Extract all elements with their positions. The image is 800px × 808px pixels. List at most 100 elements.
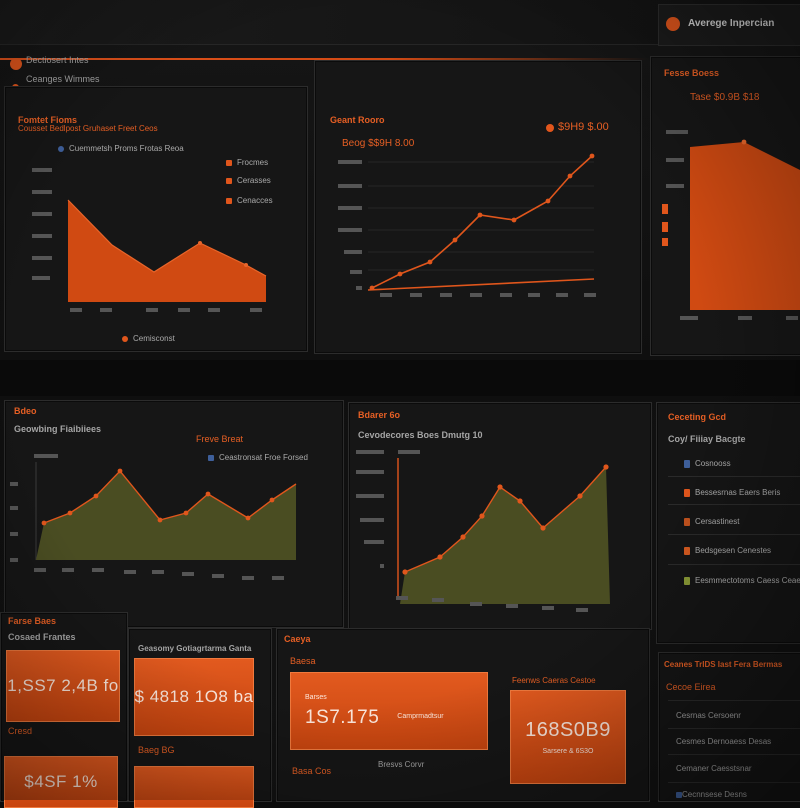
legend-swatch-icon — [684, 488, 690, 497]
tick-label — [380, 564, 384, 568]
x-tick-label — [576, 608, 588, 612]
panel-b-subtitle: Beog $$9H 8.00 — [342, 138, 415, 149]
list-right-item-1: Cesrnas Cersoenr — [676, 711, 741, 720]
line-point — [402, 569, 408, 575]
x-tick-label — [272, 576, 284, 580]
row-divider — [0, 360, 800, 396]
panel-f-title: Ceceting Gcd — [668, 412, 727, 422]
x-tick-label — [208, 308, 220, 312]
tick-label — [32, 234, 52, 238]
x-tick-label — [100, 308, 112, 312]
legend-swatch-icon — [58, 145, 64, 152]
kpi-left-tile-2-value: $4SF 1% — [24, 772, 98, 791]
kpi-center-subtitle: Baesa — [290, 656, 316, 666]
x-tick-label — [178, 308, 190, 312]
kpi-center-label-3: Bresvs Corvr — [378, 760, 425, 769]
line-point — [589, 153, 595, 159]
legend-swatch-icon — [684, 576, 690, 585]
panel-d-orange-label: Freve Breat — [196, 434, 244, 444]
panel-d-legend-label: Ceastronsat Froe Forsed — [219, 453, 308, 462]
x-tick-label — [34, 568, 46, 572]
x-tick-label — [410, 293, 422, 297]
panel-d-legend: Ceastronsat Froe Forsed — [208, 453, 308, 462]
x-tick-label — [680, 316, 698, 320]
section-subtitle-1: Dectiosert Intes — [26, 55, 89, 65]
divider — [668, 504, 800, 505]
line-point — [427, 259, 433, 265]
tick-label — [32, 276, 50, 280]
x-tick-label — [396, 596, 408, 600]
header-right-box — [658, 4, 800, 46]
list-right-subtitle: Cecoe Eirea — [666, 682, 716, 692]
tick-label — [666, 158, 684, 162]
x-tick-label — [738, 316, 752, 320]
line-point — [437, 554, 443, 560]
panel-a-legend-3-label: Cenacces — [237, 196, 273, 205]
line-point — [269, 497, 275, 503]
panel-f-item-5-label: Eesmmectotoms Caess Ceaesia — [695, 576, 800, 585]
line-point — [117, 468, 123, 474]
tick-label — [10, 532, 18, 536]
line-point — [517, 498, 523, 504]
kpi-mid-tile-2[interactable] — [134, 766, 254, 808]
legend-swatch-icon — [684, 546, 690, 555]
panel-f-item-5: Eesmmectotoms Caess Ceaesia — [684, 576, 800, 585]
area-series-a-line — [67, 199, 267, 277]
panel-f-item-2-label: Bessesrnas Eaers Beris — [695, 488, 781, 497]
divider — [668, 782, 800, 783]
area-series-c — [690, 142, 800, 310]
legend-swatch-icon — [226, 177, 232, 184]
legend-swatch-icon — [226, 197, 232, 204]
panel-d-title: Bdeo — [14, 406, 37, 416]
kpi-mid-title: Geasomy Gotiagrtarma Ganta — [138, 644, 252, 653]
panel-f-item-1: Cosnooss — [684, 459, 731, 468]
panel-f-item-1-label: Cosnooss — [695, 459, 731, 468]
legend-swatch-icon — [684, 517, 690, 526]
kpi-right-tile[interactable]: 168S0B9 Sarsere & 6S3O — [510, 690, 626, 784]
tick-label — [398, 450, 420, 454]
panel-a-footer-label: Cemisconst — [133, 334, 175, 343]
tick-label — [350, 270, 362, 274]
tick-label — [356, 470, 384, 474]
kpi-mid-tile[interactable]: $ 4818 1O8 ba — [134, 658, 254, 736]
accent-divider — [0, 58, 650, 60]
tick-label — [662, 238, 668, 246]
line-point — [540, 525, 546, 531]
x-tick-label — [786, 316, 798, 320]
x-tick-label — [556, 293, 568, 297]
area-point — [244, 263, 248, 267]
line-point — [369, 285, 375, 291]
section-logo-icon — [10, 58, 22, 70]
tick-label — [32, 212, 52, 216]
x-tick-label — [528, 293, 540, 297]
kpi-left-tile[interactable]: 1,SS7 2,4B fo — [6, 650, 120, 722]
line-point — [93, 493, 99, 499]
panel-area-chart — [4, 86, 308, 352]
tick-label — [338, 228, 362, 232]
tick-label — [344, 250, 362, 254]
area-point — [198, 241, 202, 245]
kpi-left-tile-2[interactable]: $4SF 1% — [4, 756, 118, 808]
tick-label — [10, 482, 18, 486]
tick-label — [10, 558, 18, 562]
kpi-center-title: Caeya — [284, 634, 311, 644]
divider — [668, 564, 800, 565]
line-point — [567, 173, 573, 179]
list-marker-icon — [676, 792, 682, 798]
x-tick-label — [432, 598, 444, 602]
area-point — [741, 139, 747, 145]
x-tick-label — [62, 568, 74, 572]
panel-d-subtitle: Geowbing Fiaibiiees — [14, 424, 102, 434]
line-point — [183, 510, 189, 516]
tick-label — [32, 190, 52, 194]
kpi-mid-label-2: Baeg BG — [138, 745, 175, 755]
kpi-center-tile[interactable]: Barses 1S7.175 Camprmadtsur — [290, 672, 488, 750]
panel-e-title: Bdarer 6o — [358, 410, 401, 420]
kpi-right-tile-value: 168S0B9 — [525, 719, 611, 741]
x-tick-label — [146, 308, 158, 312]
tick-label — [356, 286, 362, 290]
